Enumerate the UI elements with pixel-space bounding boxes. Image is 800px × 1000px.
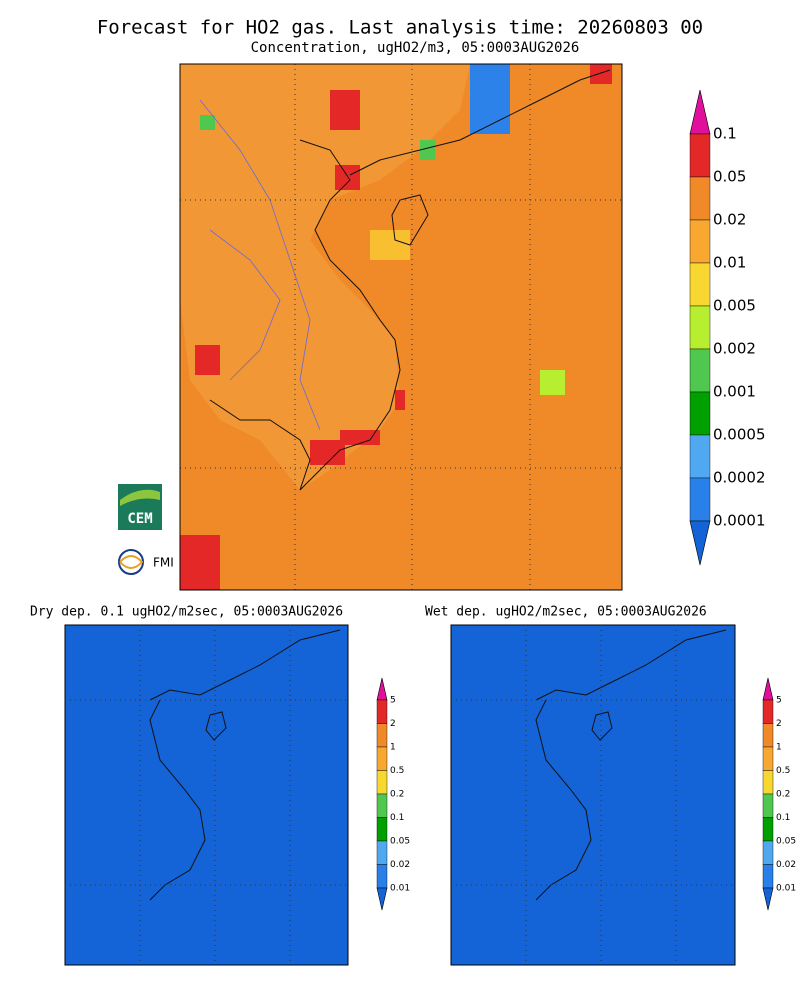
panel-subtitle: Wet dep. ugHO2/m2sec, 05:0003AUG2026 xyxy=(425,605,707,620)
colorbar-bin xyxy=(762,793,774,818)
logo-text: CEM xyxy=(127,511,152,527)
colorbar-label: 0.002 xyxy=(713,340,756,358)
colorbar-triangle xyxy=(689,89,711,135)
colorbar-triangle xyxy=(762,887,774,911)
colorbar-bin xyxy=(762,864,774,889)
logo-text: FMI xyxy=(153,556,174,570)
colorbar-triangle xyxy=(376,677,388,701)
colorbar-bin xyxy=(689,219,711,264)
wet-dep-map xyxy=(450,624,736,966)
colorbar-label: 0.0002 xyxy=(713,469,766,487)
colorbar-bin xyxy=(689,348,711,393)
colorbar-bin xyxy=(762,840,774,865)
colorbar-label: 0.02 xyxy=(713,211,746,229)
colorbar-label: 0.2 xyxy=(390,790,404,800)
colorbar-bin xyxy=(689,262,711,307)
main-map xyxy=(179,63,623,591)
colorbar-triangle xyxy=(376,887,388,911)
colorbar-label: 0.02 xyxy=(390,860,410,870)
colorbar-bin xyxy=(376,864,388,889)
colorbar-bin xyxy=(376,723,388,748)
colorbar-label: 0.02 xyxy=(776,860,796,870)
colorbar-label: 0.01 xyxy=(390,884,410,894)
colorbar-bin xyxy=(689,477,711,522)
colorbar-label: 5 xyxy=(390,696,396,706)
colorbar-label: 2 xyxy=(390,719,396,729)
colorbar-bin xyxy=(762,770,774,795)
colorbar-label: 0.0005 xyxy=(713,426,766,444)
colorbar-label: 0.01 xyxy=(713,254,746,272)
colorbar-bin xyxy=(689,305,711,350)
title: Forecast for HO2 gas. Last analysis time… xyxy=(97,17,703,39)
colorbar-bin xyxy=(762,746,774,771)
colorbar-triangle xyxy=(762,677,774,701)
dry-dep-map xyxy=(64,624,349,966)
colorbar-label: 5 xyxy=(776,696,782,706)
panel-subtitle: Dry dep. 0.1 ugHO2/m2sec, 05:0003AUG2026 xyxy=(30,605,343,620)
colorbar-label: 0.1 xyxy=(713,125,737,143)
logo-cem: CEM xyxy=(118,484,162,530)
colorbar-label: 0.05 xyxy=(776,837,796,847)
colorbar-label: 1 xyxy=(390,743,396,753)
colorbar-label: 0.2 xyxy=(776,790,790,800)
colorbar-bin xyxy=(689,434,711,479)
colorbar-bin xyxy=(376,770,388,795)
colorbar-bin xyxy=(689,176,711,221)
colorbar-label: 1 xyxy=(776,743,782,753)
colorbar-bin xyxy=(376,840,388,865)
subtitle: Concentration, ugHO2/m3, 05:0003AUG2026 xyxy=(251,40,580,56)
colorbar-bin xyxy=(376,793,388,818)
logo-fmi: FMI xyxy=(118,549,174,575)
colorbar-label: 0.1 xyxy=(390,813,404,823)
colorbar-triangle xyxy=(689,520,711,566)
colorbar-bin xyxy=(376,699,388,724)
colorbar-label: 0.05 xyxy=(713,168,746,186)
colorbar-bin xyxy=(689,391,711,436)
colorbar-label: 2 xyxy=(776,719,782,729)
colorbar-label: 0.0001 xyxy=(713,512,766,530)
colorbar-label: 0.001 xyxy=(713,383,756,401)
colorbar-label: 0.005 xyxy=(713,297,756,315)
colorbar-bin xyxy=(376,817,388,842)
colorbar-bin xyxy=(762,699,774,724)
colorbar-label: 0.01 xyxy=(776,884,796,894)
colorbar-label: 0.5 xyxy=(776,766,790,776)
colorbar-label: 0.1 xyxy=(776,813,790,823)
colorbar-bin xyxy=(762,817,774,842)
colorbar-bin xyxy=(689,133,711,178)
colorbar-bin xyxy=(762,723,774,748)
colorbar-label: 0.05 xyxy=(390,837,410,847)
colorbar-bin xyxy=(376,746,388,771)
colorbar-label: 0.5 xyxy=(390,766,404,776)
